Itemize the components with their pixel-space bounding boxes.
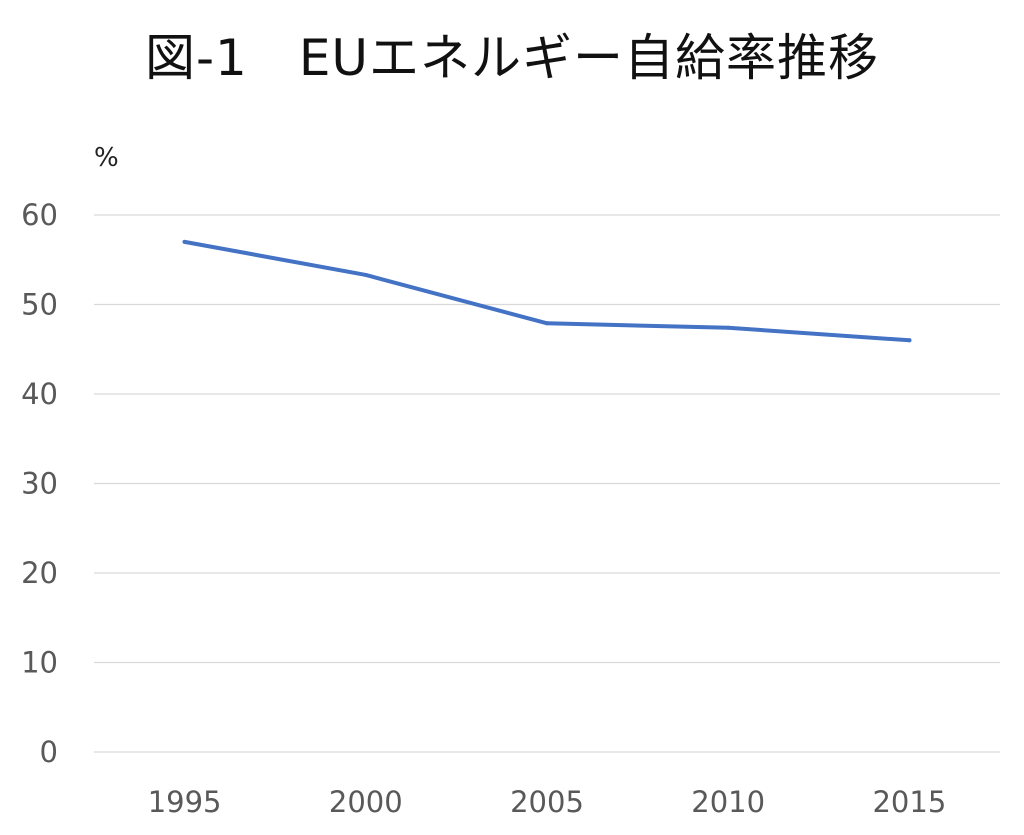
data-point	[182, 239, 187, 244]
x-tick-label: 1995	[148, 785, 222, 819]
data-point	[363, 272, 368, 277]
data-point	[907, 338, 912, 343]
x-tick-label: 2000	[329, 785, 403, 819]
gridlines	[94, 214, 1000, 753]
data-point	[726, 325, 731, 330]
y-tick-label: 0	[40, 735, 58, 769]
x-tick-label: 2010	[691, 785, 765, 819]
series-layer	[182, 239, 912, 343]
y-tick-label: 20	[21, 556, 58, 590]
y-tick-label: 30	[21, 467, 58, 501]
x-axis-ticks: 1995 2000 2005 2010 2015	[148, 785, 947, 819]
x-tick-label: 2005	[510, 785, 584, 819]
y-tick-label: 10	[21, 646, 58, 680]
series-line	[182, 239, 912, 343]
y-axis-ticks: 0 10 20 30 40 50 60	[21, 198, 58, 769]
y-axis-unit-label: %	[94, 143, 119, 173]
y-tick-label: 60	[21, 198, 58, 232]
y-tick-label: 50	[21, 288, 58, 322]
y-tick-label: 40	[21, 377, 58, 411]
chart-title: 図-1 EUエネルギー自給率推移	[144, 29, 880, 87]
x-tick-label: 2015	[872, 785, 946, 819]
data-point	[545, 321, 549, 326]
